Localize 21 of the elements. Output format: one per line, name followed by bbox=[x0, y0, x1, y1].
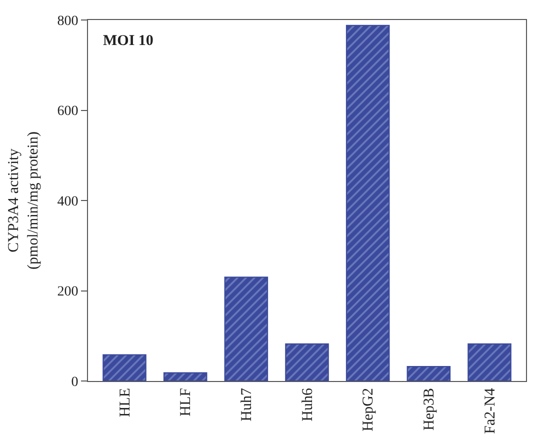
bar bbox=[224, 276, 268, 381]
y-tick-label: 200 bbox=[57, 284, 78, 300]
annotation: MOI 10 bbox=[103, 33, 154, 49]
y-tick-label: 400 bbox=[57, 194, 78, 210]
x-tick-label: Huh6 bbox=[300, 388, 316, 422]
bar bbox=[285, 343, 329, 381]
x-tick-label: Huh7 bbox=[239, 388, 256, 422]
bar bbox=[163, 372, 208, 381]
bar bbox=[102, 354, 146, 381]
y-axis-title: CYP3A4 activity (pmol/min/mg protein) bbox=[6, 132, 42, 270]
x-tick-label: HLF bbox=[178, 388, 194, 416]
bar bbox=[406, 366, 451, 381]
x-tick-label: HepG2 bbox=[360, 388, 377, 432]
y-tick-label: 800 bbox=[57, 14, 78, 29]
x-tick-label: HLE bbox=[117, 388, 134, 418]
x-tick-label: Fa2-N4 bbox=[482, 388, 498, 434]
y-tick-label: 600 bbox=[57, 104, 78, 120]
y-tick-label: 0 bbox=[71, 374, 78, 390]
bar bbox=[346, 24, 390, 381]
bar bbox=[468, 343, 512, 381]
x-tick-label: Hep3B bbox=[422, 388, 438, 430]
